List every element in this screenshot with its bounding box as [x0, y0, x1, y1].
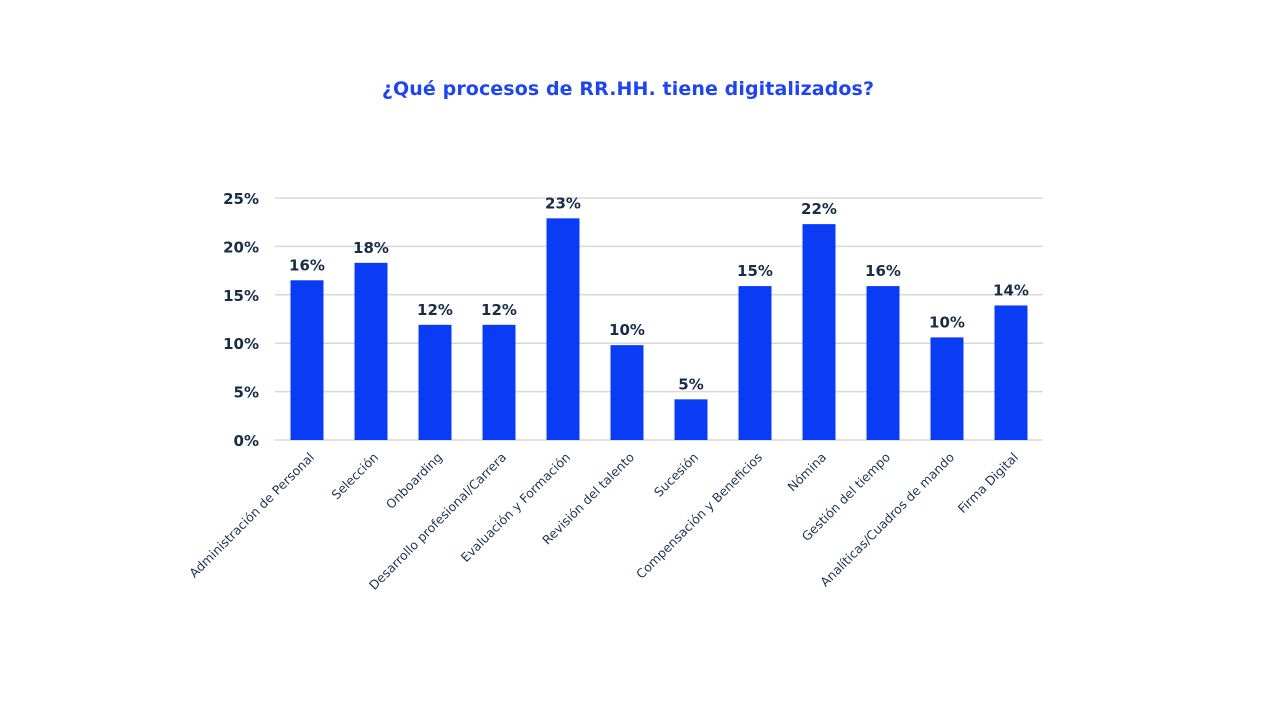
x-tick-label: Evaluación y Formación [458, 450, 574, 566]
bar [290, 280, 324, 440]
data-label: 23% [545, 194, 581, 212]
y-tick-label: 10% [223, 335, 259, 353]
data-label: 10% [609, 321, 645, 339]
bars [290, 218, 1028, 440]
bar [354, 262, 388, 440]
bar [738, 286, 772, 440]
gridlines [275, 197, 1043, 441]
data-label: 18% [353, 239, 389, 257]
chart-title: ¿Qué procesos de RR.HH. tiene digitaliza… [381, 78, 875, 100]
x-tick-label: Onboarding [383, 450, 445, 512]
y-tick-label: 20% [223, 238, 259, 256]
bar [546, 218, 580, 440]
x-tick-label: Sucesión [651, 450, 701, 500]
data-label: 14% [993, 281, 1029, 299]
data-label: 16% [289, 256, 325, 274]
y-tick-label: 25% [223, 190, 259, 208]
x-tick-label: Selección [328, 450, 381, 503]
bar [802, 224, 836, 440]
data-label: 12% [417, 301, 453, 319]
x-axis: Administración de Personal Selección Onboa… [186, 450, 1021, 593]
x-tick-label: Administración de Personal [186, 450, 317, 581]
y-tick-label: 5% [234, 384, 259, 402]
bar [418, 324, 452, 440]
data-labels: 16% 18% 12% 12% 23% 10% 5% 15% 22% 16% 10% 14% [289, 194, 1029, 393]
data-label: 12% [481, 301, 517, 319]
y-axis: 0% 5% 10% 15% 20% 25% [223, 190, 259, 450]
x-tick-label: Desarrollo profesional/Carrera [366, 450, 509, 593]
data-label: 16% [865, 262, 901, 280]
data-label: 22% [801, 200, 837, 218]
bar [610, 345, 644, 440]
data-label: 15% [737, 262, 773, 280]
data-label: 10% [929, 313, 965, 331]
y-tick-label: 15% [223, 287, 259, 305]
x-tick-label: Nómina [784, 450, 829, 495]
bar [930, 337, 964, 440]
data-label: 5% [678, 375, 703, 393]
x-tick-label: Analíticas/Cuadros de mando [817, 450, 957, 590]
y-tick-label: 0% [234, 432, 259, 450]
bar [482, 324, 516, 440]
x-tick-label: Firma Digital [955, 450, 1021, 516]
bar [674, 399, 708, 440]
bar [866, 286, 900, 440]
bar [994, 305, 1028, 440]
x-tick-label: Compensación y Beneficios [633, 450, 765, 582]
